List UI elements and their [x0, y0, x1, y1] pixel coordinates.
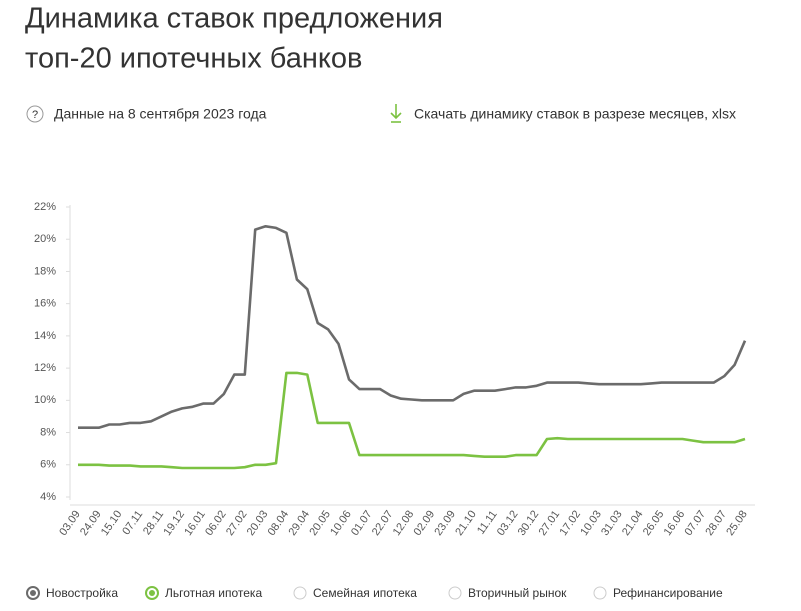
x-tick-label: 10.06 — [328, 509, 354, 538]
x-tick-label: 07.07 — [683, 509, 709, 538]
x-tick-label: 28.07 — [703, 509, 729, 538]
title-line: Динамика ставок предложения — [25, 3, 443, 35]
y-tick-label: 8% — [40, 426, 56, 438]
info-icon[interactable] — [26, 105, 44, 123]
legend-marker[interactable] — [593, 586, 607, 600]
y-tick-label: 14% — [34, 330, 56, 342]
legend-label: Семейная ипотека — [313, 586, 417, 600]
y-tick-label: 4% — [40, 491, 56, 503]
legend-marker[interactable] — [293, 586, 307, 600]
x-tick-label: 20.03 — [245, 509, 271, 538]
x-tick-label: 29.04 — [286, 509, 312, 538]
y-tick-label: 12% — [34, 362, 56, 374]
download-link[interactable]: Скачать динамику ставок в разрезе месяце… — [414, 106, 736, 122]
legend-label: Новостройка — [46, 586, 118, 600]
y-tick-label: 6% — [40, 459, 56, 471]
date-note: Данные на 8 сентября 2023 года — [54, 106, 267, 122]
x-tick-label: 20.05 — [307, 509, 333, 538]
x-tick-label: 06.02 — [203, 509, 229, 538]
legend-label: Льготная ипотека — [165, 586, 262, 600]
x-tick-label: 22.07 — [370, 509, 396, 538]
x-tick-label: 15.10 — [99, 509, 125, 538]
legend-label: Вторичный рынок — [468, 586, 567, 600]
x-tick-label: 23.09 — [432, 509, 458, 538]
x-tick-label: 10.03 — [578, 509, 604, 538]
x-tick-label: 30.12 — [516, 509, 542, 538]
legend-marker-dot — [149, 590, 155, 596]
y-tick-label: 22% — [34, 201, 56, 213]
x-tick-label: 12.08 — [391, 509, 417, 538]
x-tick-label: 02.09 — [412, 509, 438, 538]
y-tick-label: 10% — [34, 394, 56, 406]
series-line — [78, 225, 747, 429]
x-tick-label: 27.02 — [224, 509, 250, 538]
x-tick-label: 16.06 — [662, 509, 688, 538]
series-line — [78, 371, 746, 470]
download-icon[interactable] — [390, 104, 402, 120]
x-tick-label: 21.10 — [453, 509, 479, 538]
x-tick-label: 27.01 — [537, 509, 563, 538]
legend-marker[interactable] — [448, 586, 462, 600]
legend-marker-dot — [30, 590, 36, 596]
x-tick-label: 16.01 — [182, 509, 208, 538]
x-tick-label: 19.12 — [161, 509, 187, 538]
x-tick-label: 07.11 — [120, 509, 145, 538]
x-tick-label: 03.09 — [57, 509, 83, 538]
x-tick-label: 31.03 — [599, 509, 625, 538]
y-tick-label: 18% — [34, 265, 56, 277]
x-tick-label: 17.02 — [557, 509, 583, 538]
info-icon-mark: ? — [32, 109, 38, 121]
y-tick-label: 16% — [34, 298, 56, 310]
x-tick-label: 01.07 — [349, 509, 375, 538]
x-tick-label: 26.05 — [641, 509, 667, 538]
x-tick-label: 03.12 — [495, 509, 521, 538]
legend-label: Рефинансирование — [613, 586, 723, 600]
x-tick-label: 08.04 — [266, 509, 292, 538]
title-line: топ-20 ипотечных банков — [25, 43, 362, 75]
x-tick-label: 25.08 — [724, 509, 750, 538]
x-tick-label: 21.04 — [620, 509, 646, 538]
y-tick-label: 20% — [34, 233, 56, 245]
x-tick-label: 24.09 — [78, 509, 104, 538]
